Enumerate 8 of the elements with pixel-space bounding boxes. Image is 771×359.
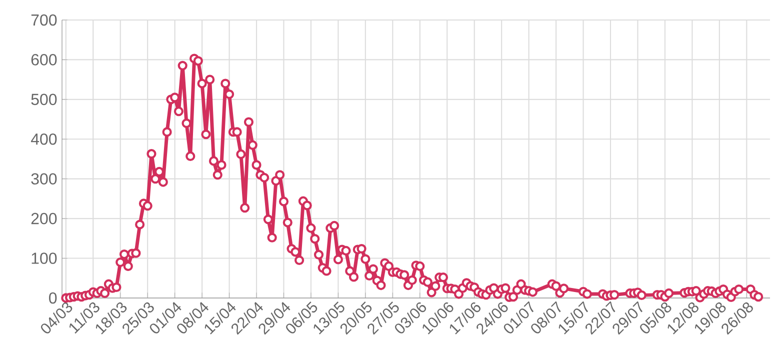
y-tick-label: 100 xyxy=(32,252,57,264)
y-tick-label: 300 xyxy=(31,173,57,184)
y-tick-label: 200 xyxy=(31,212,57,224)
y-tick-label: 700 xyxy=(31,14,57,26)
y-tick-label: 400 xyxy=(30,133,57,145)
y-tick-label: 0 xyxy=(49,292,57,304)
y-tick-label: 600 xyxy=(31,54,57,66)
y-tick-label: 500 xyxy=(31,94,57,106)
